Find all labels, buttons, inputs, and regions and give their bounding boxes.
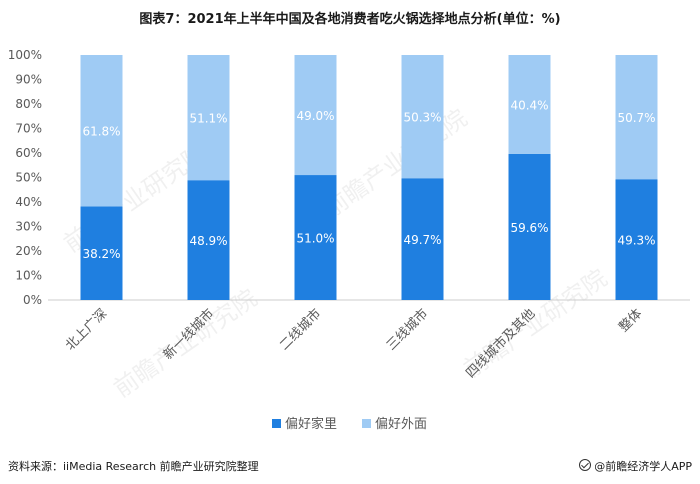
bar-segment-outside (80, 55, 123, 207)
brand-credit: @前瞻经济学人APP (579, 458, 692, 474)
legend-label: 偏好外面 (375, 417, 427, 432)
bar-segment-home (615, 179, 658, 300)
y-tick-label: 20% (15, 244, 42, 258)
bar-segment-outside (401, 55, 444, 179)
y-tick-label: 100% (8, 48, 42, 62)
watermark-text: 前瞻产业研究院 (319, 104, 473, 223)
data-label: 49.3% (617, 234, 655, 248)
bar-segment-home (80, 206, 123, 300)
y-tick-label: 50% (15, 171, 42, 185)
y-tick-label: 10% (15, 269, 42, 283)
legend-swatch (272, 419, 281, 428)
data-label: 48.9% (189, 234, 227, 248)
bar-segment-home (187, 180, 230, 300)
bar-segment-home (508, 153, 551, 300)
y-tick-label: 90% (15, 73, 42, 87)
bar-segment-outside (294, 55, 337, 176)
x-tick-label: 整体 (616, 306, 645, 335)
data-label: 50.3% (403, 111, 441, 125)
y-tick-label: 30% (15, 220, 42, 234)
y-tick-label: 60% (15, 146, 42, 160)
data-label: 61.8% (82, 125, 120, 139)
data-label: 51.0% (296, 232, 334, 246)
data-label: 50.7% (617, 111, 655, 125)
bar-segment-home (401, 178, 444, 300)
source-note: 资料来源：iiMedia Research 前瞻产业研究院整理 (8, 460, 259, 473)
data-label: 59.6% (510, 221, 548, 235)
bar-segment-outside (187, 55, 230, 181)
data-label: 49.7% (403, 233, 441, 247)
x-tick-label: 三线城市 (383, 306, 431, 354)
y-tick-label: 0% (23, 293, 42, 307)
brand-logo-icon (579, 459, 592, 471)
brand-label: @前瞻经济学人APP (594, 460, 692, 473)
bar-segment-home (294, 175, 337, 300)
data-label: 51.1% (189, 112, 227, 126)
legend-swatch (362, 419, 371, 428)
data-label: 40.4% (510, 98, 548, 112)
data-label: 49.0% (296, 109, 334, 123)
bar-segment-outside (615, 55, 658, 180)
legend-label: 偏好家里 (285, 416, 337, 432)
x-tick-label: 北上广深 (63, 306, 110, 353)
x-tick-label: 二线城市 (276, 306, 324, 354)
y-tick-label: 70% (15, 122, 42, 136)
bar-segment-outside (508, 55, 551, 154)
data-label: 38.2% (82, 247, 120, 261)
y-tick-label: 40% (15, 195, 42, 209)
y-tick-label: 80% (15, 97, 42, 111)
chart-title: 图表7：2021年上半年中国及各地消费者吃火锅选择地点分析(单位：%) (139, 12, 561, 27)
